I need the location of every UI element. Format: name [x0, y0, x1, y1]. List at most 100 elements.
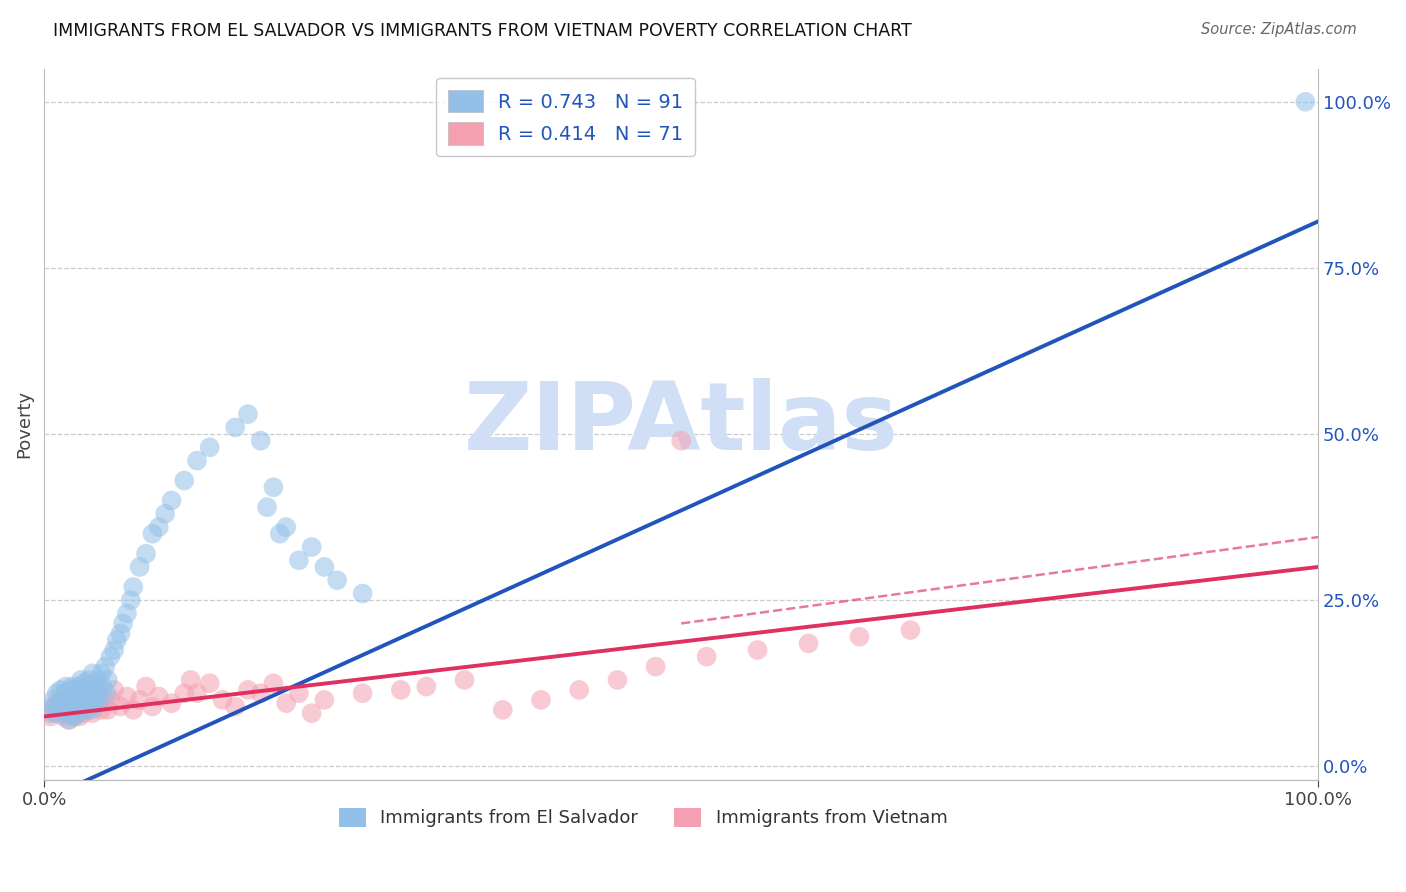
Point [52, 690, 75, 704]
Point [314, 693, 336, 707]
Point [39, 709, 62, 723]
Point [301, 706, 323, 721]
Point [128, 693, 150, 707]
Point [301, 540, 323, 554]
Point [82, 666, 104, 681]
Point [58, 682, 80, 697]
Point [256, 500, 278, 515]
Point [148, 520, 170, 534]
Point [48, 703, 70, 717]
Point [530, 693, 553, 707]
Point [98, 693, 121, 707]
Point [112, 616, 135, 631]
Point [75, 686, 97, 700]
Point [53, 706, 76, 721]
Point [75, 682, 97, 697]
Point [352, 586, 374, 600]
Point [198, 676, 221, 690]
Point [84, 693, 107, 707]
Point [72, 690, 94, 704]
Point [62, 703, 84, 717]
Point [186, 686, 208, 700]
Point [1294, 95, 1316, 109]
Point [49, 682, 72, 697]
Point [288, 553, 311, 567]
Point [568, 682, 591, 697]
Point [82, 706, 104, 721]
Point [72, 693, 94, 707]
Point [173, 474, 195, 488]
Point [236, 682, 259, 697]
Point [141, 526, 163, 541]
Point [77, 693, 100, 707]
Point [797, 636, 820, 650]
Point [91, 680, 114, 694]
Point [63, 699, 86, 714]
Point [276, 696, 298, 710]
Point [148, 690, 170, 704]
Point [224, 420, 246, 434]
Point [63, 693, 86, 707]
Point [389, 682, 412, 697]
Point [262, 480, 284, 494]
Point [67, 696, 90, 710]
Point [56, 686, 79, 700]
Point [180, 673, 202, 687]
Point [70, 673, 93, 687]
Point [249, 686, 271, 700]
Point [90, 703, 112, 717]
Point [262, 676, 284, 690]
Point [86, 686, 108, 700]
Point [55, 686, 77, 700]
Point [135, 547, 157, 561]
Point [96, 686, 118, 700]
Point [269, 526, 291, 541]
Point [98, 649, 121, 664]
Point [45, 696, 67, 710]
Point [56, 706, 79, 721]
Point [79, 682, 101, 697]
Text: Source: ZipAtlas.com: Source: ZipAtlas.com [1201, 22, 1357, 37]
Point [120, 593, 142, 607]
Point [67, 696, 90, 710]
Point [186, 453, 208, 467]
Point [69, 709, 91, 723]
Point [44, 699, 66, 714]
Point [60, 680, 83, 694]
Point [76, 680, 98, 694]
Point [44, 706, 66, 721]
Point [141, 699, 163, 714]
Point [45, 706, 67, 721]
Point [72, 682, 94, 697]
Point [45, 686, 67, 700]
Point [644, 659, 666, 673]
Point [606, 673, 628, 687]
Point [73, 703, 96, 717]
Point [900, 623, 922, 637]
Point [58, 693, 80, 707]
Point [249, 434, 271, 448]
Point [211, 693, 233, 707]
Point [276, 520, 298, 534]
Point [63, 709, 86, 723]
Point [58, 713, 80, 727]
Point [89, 682, 111, 697]
Point [55, 696, 77, 710]
Point [53, 699, 76, 714]
Point [173, 686, 195, 700]
Point [153, 507, 176, 521]
Point [84, 676, 107, 690]
Point [69, 706, 91, 721]
Point [115, 690, 138, 704]
Point [236, 407, 259, 421]
Point [352, 686, 374, 700]
Point [87, 696, 110, 710]
Point [77, 673, 100, 687]
Point [59, 706, 82, 721]
Point [128, 560, 150, 574]
Point [86, 673, 108, 687]
Point [65, 699, 87, 714]
Point [103, 643, 125, 657]
Legend: Immigrants from El Salvador, Immigrants from Vietnam: Immigrants from El Salvador, Immigrants … [332, 801, 955, 835]
Point [453, 673, 475, 687]
